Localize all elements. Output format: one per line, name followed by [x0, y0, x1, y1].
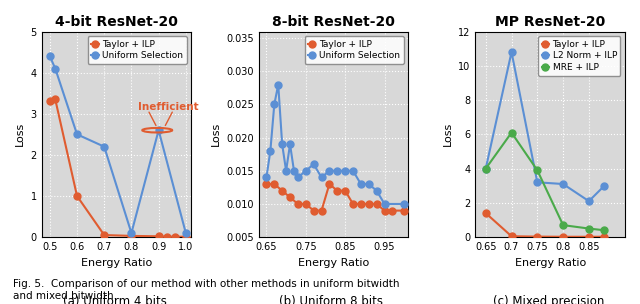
Taylor + ILP — [155, 234, 163, 238]
Uniform Selection — [286, 143, 294, 146]
Taylor + ILP — [51, 98, 59, 101]
Taylor + ILP — [388, 209, 396, 212]
Uniform Selection — [127, 231, 135, 235]
Taylor + ILP — [365, 202, 372, 206]
X-axis label: Energy Ratio: Energy Ratio — [81, 257, 152, 268]
Uniform Selection — [401, 202, 408, 206]
MRE + ILP — [534, 168, 541, 172]
Uniform Selection — [278, 143, 286, 146]
Uniform Selection — [262, 176, 270, 179]
Y-axis label: Loss: Loss — [15, 122, 25, 147]
Text: Inefficient: Inefficient — [138, 102, 199, 112]
Taylor + ILP — [349, 202, 357, 206]
L2 Norm + ILP — [559, 182, 567, 186]
Taylor + ILP — [171, 235, 179, 239]
Uniform Selection — [271, 103, 278, 106]
Taylor + ILP — [182, 235, 189, 239]
Taylor + ILP — [482, 211, 490, 215]
Title: 8-bit ResNet-20: 8-bit ResNet-20 — [272, 15, 395, 29]
Taylor + ILP — [302, 202, 310, 206]
Legend: Taylor + ILP, L2 Norm + ILP, MRE + ILP: Taylor + ILP, L2 Norm + ILP, MRE + ILP — [538, 36, 621, 76]
Taylor + ILP — [341, 189, 349, 192]
Uniform Selection — [310, 162, 317, 166]
Uniform Selection — [51, 67, 59, 71]
Taylor + ILP — [46, 100, 54, 103]
Legend: Taylor + ILP, Uniform Selection: Taylor + ILP, Uniform Selection — [305, 36, 404, 64]
Legend: Taylor + ILP, Uniform Selection: Taylor + ILP, Uniform Selection — [88, 36, 187, 64]
Line: MRE + ILP: MRE + ILP — [483, 129, 608, 234]
Uniform Selection — [341, 169, 349, 173]
Taylor + ILP — [294, 202, 301, 206]
L2 Norm + ILP — [482, 167, 490, 171]
Text: (b) Uniform 8 bits.: (b) Uniform 8 bits. — [280, 295, 387, 304]
Taylor + ILP — [508, 234, 515, 238]
Uniform Selection — [302, 169, 310, 173]
Uniform Selection — [46, 54, 54, 58]
Uniform Selection — [182, 231, 189, 235]
Taylor + ILP — [262, 182, 270, 186]
Uniform Selection — [266, 149, 274, 153]
Taylor + ILP — [333, 189, 341, 192]
Taylor + ILP — [534, 235, 541, 238]
Taylor + ILP — [600, 235, 608, 239]
Line: L2 Norm + ILP: L2 Norm + ILP — [483, 49, 608, 205]
Taylor + ILP — [401, 209, 408, 212]
Y-axis label: Loss: Loss — [443, 122, 452, 147]
Taylor + ILP — [381, 209, 388, 212]
Uniform Selection — [282, 169, 290, 173]
Taylor + ILP — [310, 209, 317, 212]
Uniform Selection — [155, 128, 163, 132]
Taylor + ILP — [326, 182, 333, 186]
Line: Uniform Selection: Uniform Selection — [46, 53, 189, 237]
Uniform Selection — [100, 145, 108, 148]
Taylor + ILP — [271, 182, 278, 186]
L2 Norm + ILP — [534, 181, 541, 184]
Uniform Selection — [381, 202, 388, 206]
Y-axis label: Loss: Loss — [211, 122, 220, 147]
Taylor + ILP — [585, 235, 593, 239]
Line: Taylor + ILP: Taylor + ILP — [263, 181, 408, 214]
L2 Norm + ILP — [585, 199, 593, 203]
Taylor + ILP — [317, 209, 325, 212]
Uniform Selection — [365, 182, 372, 186]
Taylor + ILP — [100, 233, 108, 237]
Taylor + ILP — [278, 189, 286, 192]
Uniform Selection — [294, 176, 301, 179]
Text: (c) Mixed precision.: (c) Mixed precision. — [493, 295, 608, 304]
Taylor + ILP — [357, 202, 365, 206]
Uniform Selection — [290, 169, 298, 173]
Uniform Selection — [317, 176, 325, 179]
MRE + ILP — [482, 167, 490, 171]
X-axis label: Energy Ratio: Energy Ratio — [515, 257, 586, 268]
Uniform Selection — [372, 189, 380, 192]
Title: MP ResNet-20: MP ResNet-20 — [495, 15, 605, 29]
L2 Norm + ILP — [508, 50, 515, 54]
Line: Taylor + ILP: Taylor + ILP — [483, 210, 608, 240]
MRE + ILP — [559, 223, 567, 227]
Uniform Selection — [333, 169, 341, 173]
MRE + ILP — [585, 227, 593, 230]
Taylor + ILP — [163, 235, 171, 239]
Uniform Selection — [326, 169, 333, 173]
Uniform Selection — [73, 133, 81, 136]
L2 Norm + ILP — [600, 184, 608, 188]
MRE + ILP — [508, 131, 515, 134]
Taylor + ILP — [559, 235, 567, 239]
Taylor + ILP — [286, 195, 294, 199]
Taylor + ILP — [127, 234, 135, 238]
Line: Uniform Selection: Uniform Selection — [263, 81, 408, 207]
Line: Taylor + ILP: Taylor + ILP — [46, 96, 189, 240]
MRE + ILP — [600, 228, 608, 232]
Taylor + ILP — [73, 194, 81, 198]
Uniform Selection — [275, 83, 282, 86]
Title: 4-bit ResNet-20: 4-bit ResNet-20 — [55, 15, 178, 29]
Taylor + ILP — [372, 202, 380, 206]
Text: (a) Uniform 4 bits.: (a) Uniform 4 bits. — [63, 295, 170, 304]
Text: Fig. 5.  Comparison of our method with other methods in uniform bitwidth
and mix: Fig. 5. Comparison of our method with ot… — [13, 279, 399, 301]
Uniform Selection — [357, 182, 365, 186]
Uniform Selection — [349, 169, 357, 173]
X-axis label: Energy Ratio: Energy Ratio — [298, 257, 369, 268]
